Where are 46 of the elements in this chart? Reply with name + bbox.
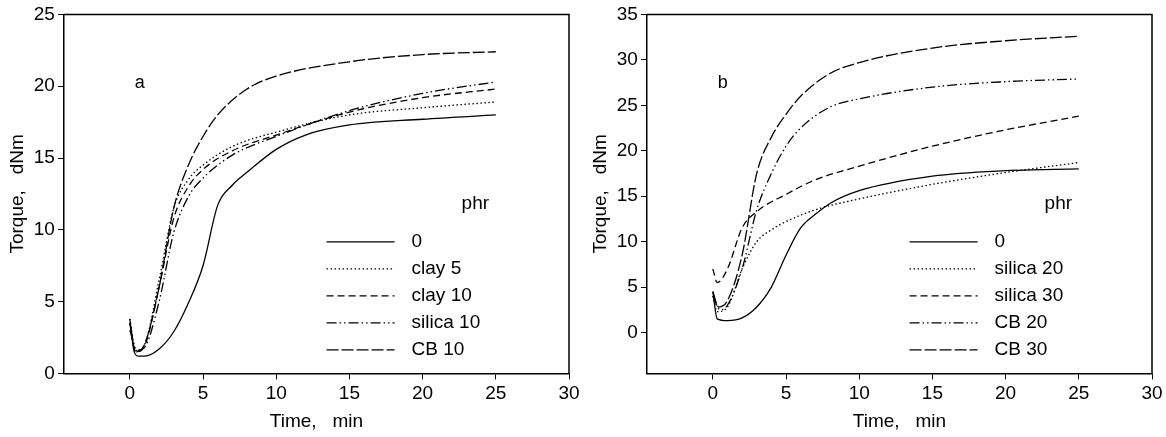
legend-label: silica 10 <box>411 311 481 333</box>
annotation: b <box>717 72 728 93</box>
y-tick-label: 20 <box>33 74 55 96</box>
x-tick-label: 10 <box>848 382 870 404</box>
y-tick-label: 25 <box>616 93 638 115</box>
y-axis-title: Torque, dNm <box>588 134 610 254</box>
y-tick-label: 10 <box>616 229 638 251</box>
annotation: a <box>134 72 146 93</box>
y-tick-label: 15 <box>616 184 638 206</box>
x-tick-label: 30 <box>558 382 580 404</box>
x-tick-label: 30 <box>1141 382 1163 404</box>
y-tick-label: 0 <box>627 320 638 342</box>
y-tick-label: 25 <box>33 2 55 24</box>
x-tick-label: 10 <box>265 382 287 404</box>
y-tick-label: 5 <box>44 289 55 311</box>
x-tick-label: 20 <box>995 382 1017 404</box>
y-axis-title: Torque, dNm <box>5 134 27 254</box>
legend-label: CB 10 <box>411 338 465 360</box>
x-tick-label: 0 <box>124 382 136 404</box>
legend-label: silica 30 <box>994 284 1064 306</box>
x-axis-title: Time, min <box>852 409 947 431</box>
x-tick-label: 5 <box>197 382 209 404</box>
x-tick-label: 0 <box>707 382 719 404</box>
legend-label: clay 5 <box>411 257 462 279</box>
legend-label: 0 <box>411 230 423 252</box>
y-tick-label: 20 <box>616 138 638 160</box>
legend-label: silica 20 <box>994 257 1064 279</box>
y-tick-label: 0 <box>44 361 55 383</box>
x-axis-title: Time, min <box>269 409 364 431</box>
x-tick-label: 20 <box>412 382 434 404</box>
y-tick-label: 15 <box>33 146 55 168</box>
legend-label: CB 20 <box>994 311 1048 333</box>
y-tick-label: 30 <box>616 48 638 70</box>
x-tick-label: 5 <box>780 382 792 404</box>
legend-title: phr <box>461 192 490 214</box>
legend-label: 0 <box>994 230 1006 252</box>
x-tick-label: 25 <box>1068 382 1090 404</box>
legend-title: phr <box>1044 192 1073 214</box>
x-tick-label: 15 <box>338 382 360 404</box>
y-tick-label: 35 <box>616 2 638 24</box>
y-tick-label: 5 <box>627 275 638 297</box>
y-tick-label: 10 <box>33 218 55 240</box>
legend-label: CB 30 <box>994 338 1048 360</box>
x-tick-label: 25 <box>485 382 507 404</box>
legend-label: clay 10 <box>411 284 472 306</box>
x-tick-label: 15 <box>921 382 943 404</box>
